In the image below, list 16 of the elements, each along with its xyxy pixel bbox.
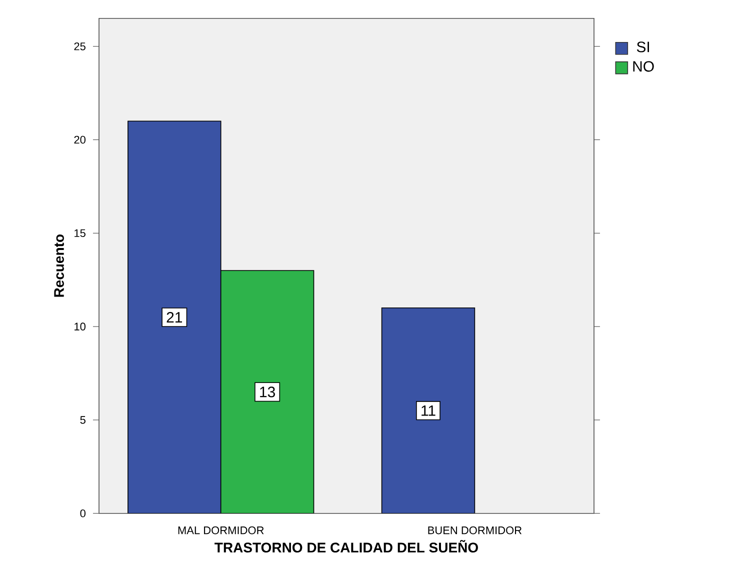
x-tick-label: MAL DORMIDOR xyxy=(178,526,264,534)
y-tick-label: 25 xyxy=(74,42,86,50)
bar xyxy=(381,307,476,514)
data-label: 13 xyxy=(260,386,275,398)
data-label: 11 xyxy=(422,405,436,416)
x-axis-title: TRASTORNO DE CALIDAD DEL SUEÑO xyxy=(214,540,478,553)
data-label: 21 xyxy=(166,312,182,322)
x-tick-label: BUEN DORMIDOR xyxy=(428,526,522,534)
legend-label: NO xyxy=(633,61,654,72)
y-tick-label: 0 xyxy=(80,509,86,518)
legend-label: SI xyxy=(636,42,650,52)
y-tick-label: 10 xyxy=(74,322,86,330)
y-axis-title: Recuento xyxy=(54,234,64,297)
y-tick-label: 15 xyxy=(74,229,86,237)
y-tick-label: 20 xyxy=(74,136,86,144)
y-tick-label: 5 xyxy=(80,416,86,424)
